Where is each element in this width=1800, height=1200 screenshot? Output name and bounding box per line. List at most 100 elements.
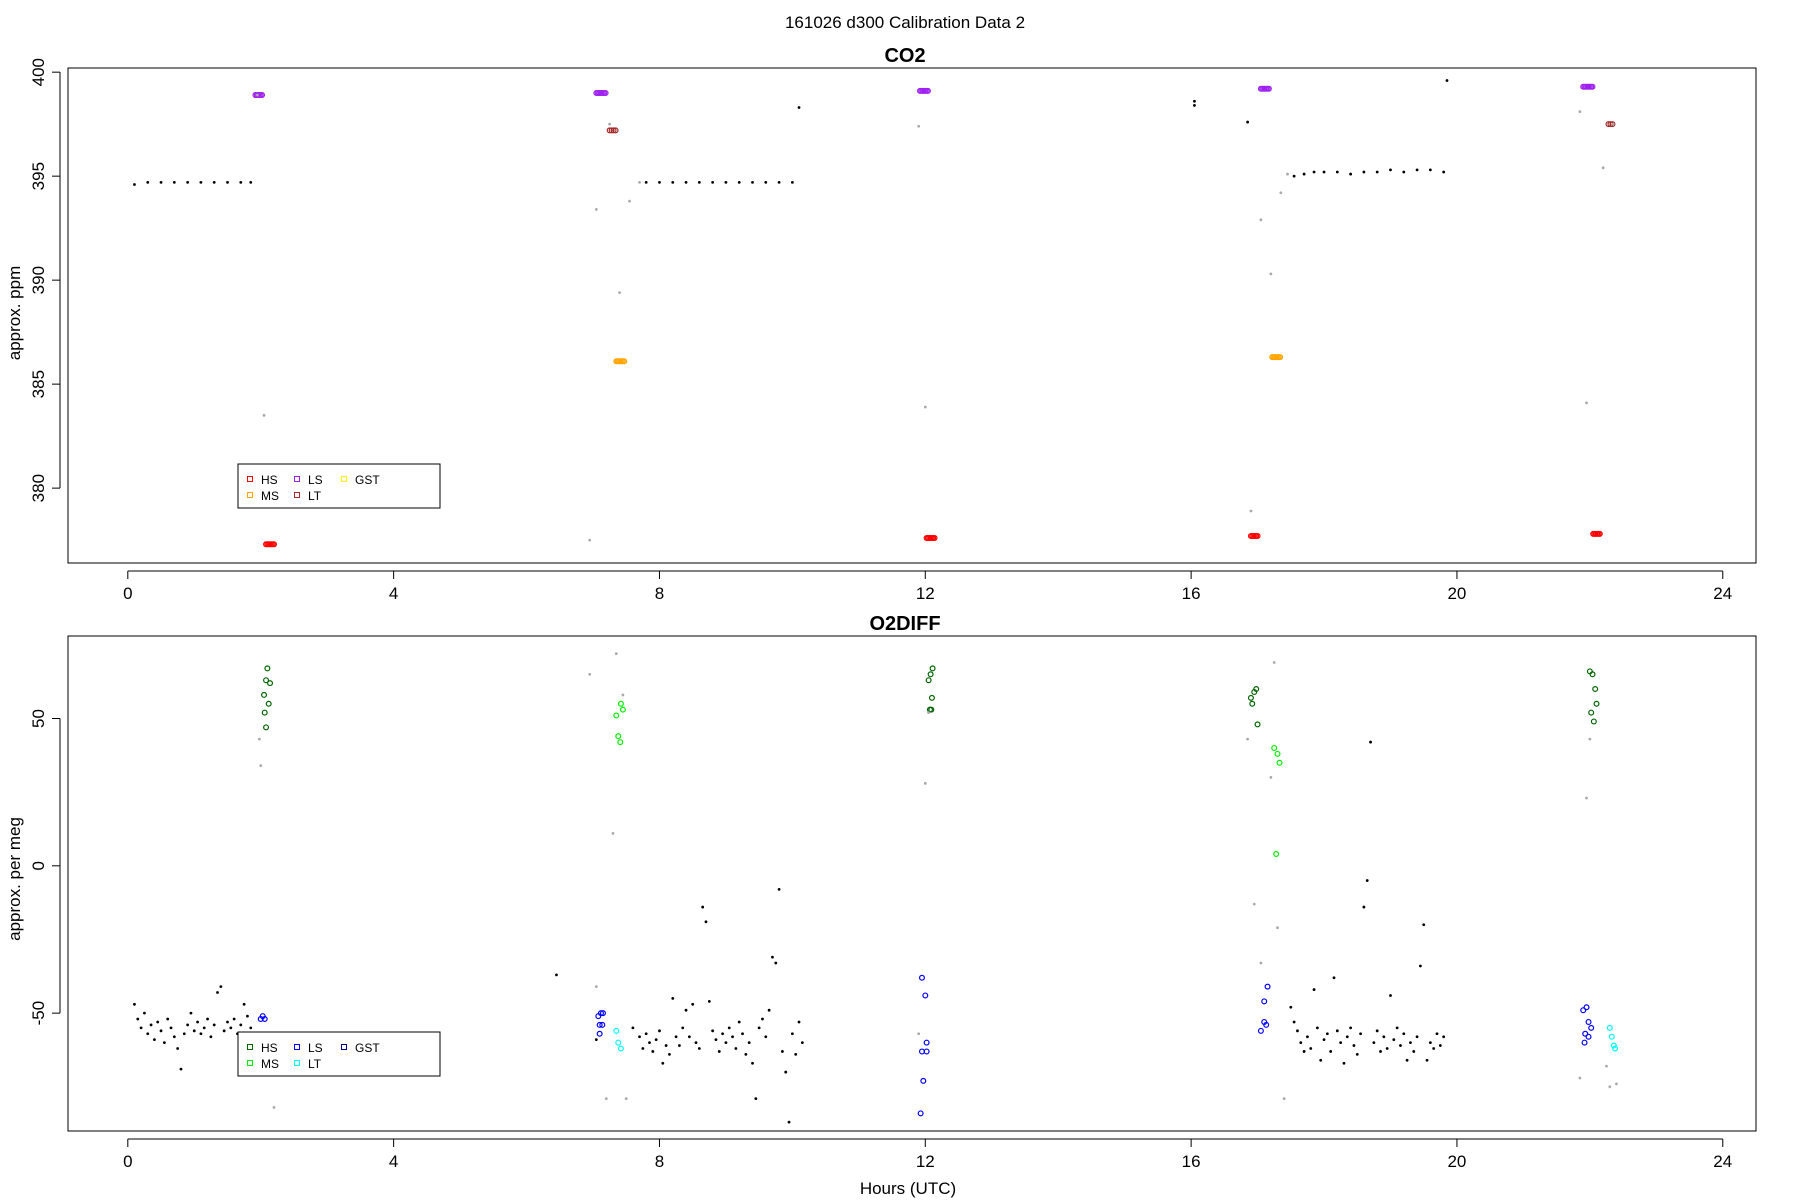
o2diff-point [661, 1061, 665, 1065]
co2-point [711, 180, 715, 184]
o2diff-point [1335, 1029, 1339, 1033]
o2diff-point [1372, 1041, 1376, 1045]
o2diff-point [668, 1052, 671, 1056]
o2diff-point [797, 1020, 801, 1024]
o2diff-point [1259, 961, 1263, 965]
co2-plot-frame [67, 67, 1757, 564]
co2-point [1254, 532, 1261, 539]
co2-point [737, 180, 741, 184]
o2diff-point [1425, 1058, 1429, 1062]
co2-point [621, 358, 628, 365]
o2diff-point [1588, 1024, 1595, 1031]
o2diff-point [1252, 902, 1256, 906]
o2diff-point [133, 1002, 136, 1006]
o2diff-point [206, 1017, 209, 1021]
co2-series-lt [606, 121, 1616, 134]
o2diff-series-flush [257, 652, 1618, 1109]
co2-legend-swatch-ms [247, 492, 253, 498]
o2diff-point [694, 1041, 698, 1045]
o2diff-point [1276, 926, 1279, 930]
o2diff-point [648, 1041, 651, 1045]
co2-point [612, 127, 619, 134]
o2diff-point [1257, 1027, 1264, 1034]
co2-point [1259, 218, 1263, 222]
o2diff-point [272, 1106, 276, 1109]
o2diff-point [1608, 1033, 1615, 1040]
o2diff-point [1272, 661, 1276, 664]
o2diff-point [744, 1052, 748, 1056]
o2diff-point [1402, 1032, 1406, 1036]
o2diff-legend-swatch-lt [294, 1060, 300, 1066]
o2diff-point [1581, 1039, 1588, 1046]
o2diff-point [923, 781, 927, 785]
o2diff-point [687, 1035, 691, 1039]
co2-title: CO2 [884, 45, 925, 67]
co2-point [644, 180, 648, 184]
o2diff-point [1578, 1076, 1582, 1080]
o2diff-point [1263, 1021, 1270, 1028]
o2diff-point [1355, 1052, 1359, 1056]
co2-point [212, 180, 216, 184]
page-title: 161026 d300 Calibration Data 2 [785, 13, 1025, 32]
co2-point [1193, 104, 1196, 107]
o2diff-point [1349, 1026, 1353, 1030]
o2diff-point [1412, 1050, 1416, 1053]
co2-point [777, 180, 781, 184]
o2diff-point [1585, 1033, 1592, 1040]
o2diff-point [1432, 1047, 1436, 1050]
o2diff-point [169, 1026, 173, 1030]
co2-point [186, 180, 190, 184]
co2-point [931, 535, 938, 542]
co2-point [1442, 170, 1446, 174]
o2diff-point [159, 1029, 163, 1033]
co2-point [724, 180, 728, 184]
o2diff-point [707, 999, 711, 1003]
o2diff-point [761, 1017, 764, 1021]
co2-x-axis: 0 4 8 12 16 20 24 [123, 570, 1732, 603]
co2-point [1279, 191, 1283, 195]
co2-point [1415, 168, 1419, 172]
o2diff-point [1435, 1032, 1439, 1036]
o2diff-point [1395, 1026, 1399, 1030]
co2-point [1578, 110, 1582, 114]
o2diff-point [1606, 1024, 1613, 1031]
o2diff-point [1583, 1004, 1590, 1011]
co2-ylabel: approx. ppm [5, 266, 24, 361]
co2-series-hs [263, 530, 1603, 548]
co2-point [271, 541, 278, 548]
o2diff-point [751, 1061, 754, 1065]
o2diff-point [1588, 709, 1595, 716]
o2diff-point [594, 1038, 598, 1042]
co2-point [1349, 172, 1353, 176]
o2diff-legend-label-hs: HS [261, 1041, 278, 1055]
co2-legend-label-hs: HS [261, 473, 278, 487]
o2diff-point [1415, 1035, 1419, 1039]
co2-point [751, 180, 754, 184]
o2diff-point [264, 665, 271, 672]
co2-point [1312, 170, 1316, 174]
o2diff-point [1315, 1026, 1319, 1030]
o2diff-point [202, 1026, 206, 1030]
o2diff-x-axis: 0 4 8 12 16 20 24 [123, 1138, 1732, 1171]
o2diff-point [1332, 976, 1336, 980]
o2diff-point [641, 1047, 645, 1050]
o2diff-point [691, 1002, 695, 1006]
co2-x-tick-label: 8 [655, 584, 664, 603]
o2diff-point [1282, 1097, 1286, 1100]
o2diff-point [767, 1008, 771, 1012]
o2diff-point [1590, 718, 1597, 725]
o2diff-point [1379, 1050, 1382, 1053]
co2-point [1605, 121, 1612, 128]
o2diff-point [1309, 1047, 1313, 1050]
o2diff-point [222, 1029, 226, 1033]
o2diff-point [664, 1044, 668, 1047]
co2-point [1445, 79, 1449, 82]
o2diff-point [219, 985, 223, 989]
o2diff-point [209, 1035, 213, 1039]
co2-series-sample [133, 79, 1449, 186]
co2-y-axis: 380 385 390 395 400 [29, 58, 61, 502]
co2-point [249, 180, 253, 184]
co2-point [1389, 168, 1392, 172]
o2diff-point [731, 1035, 734, 1039]
o2diff-point [631, 1026, 635, 1030]
